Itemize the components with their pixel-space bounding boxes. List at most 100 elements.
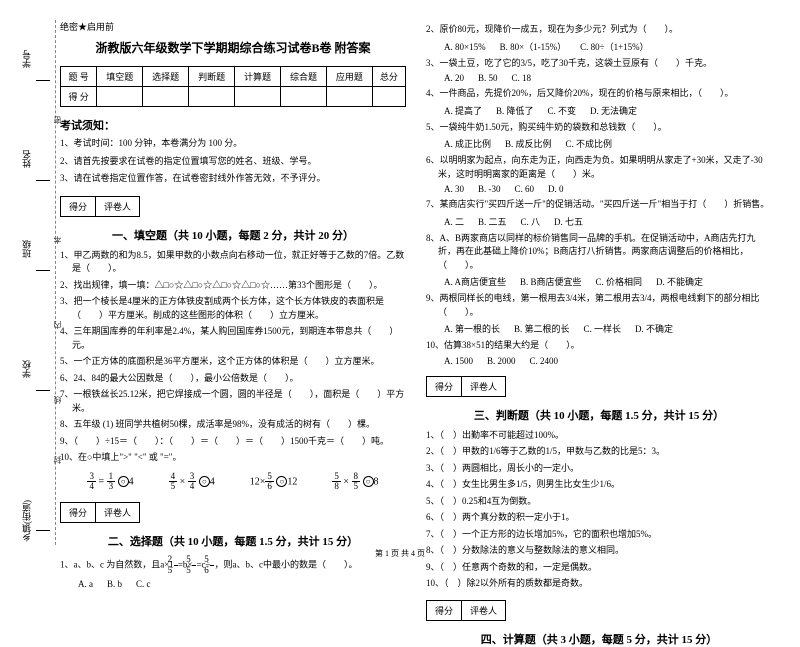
q2-8: 8、A、B两家商店以同样的标价销售同一品牌的手机。在促销活动中，A商店先打九折，… [426, 232, 772, 273]
q2-5: 5、一袋纯牛奶1.50元，购买纯牛奶的袋数和总钱数（ ）。 [426, 121, 772, 135]
opts: A. A商店便宜些B. B商店便宜些C. 价格相同D. 不能确定 [426, 275, 772, 288]
q3-3: 3、（ ）两圆相比，周长小的一定小。 [426, 462, 772, 476]
q1-8: 8、五年级 (1) 班同学共植树50棵，成活率是98%，没有成活的树有（ ）棵。 [60, 418, 406, 432]
expr: 12×56 ○12 [250, 472, 298, 493]
seal-line [36, 270, 50, 271]
seal-label-school: 学校 [20, 360, 33, 378]
score-label: 得分 [427, 377, 462, 396]
grade-box: 得分评卷人 [426, 600, 506, 621]
q3-4: 4、（ ）女生比男生多1/5，则男生比女生少1/6。 [426, 478, 772, 492]
dash-text: 本 [52, 230, 63, 244]
opts: A. 成正比例B. 成反比例C. 不成比例 [426, 137, 772, 150]
reviewer-label: 评卷人 [462, 377, 505, 396]
q3-7: 7、（ ）一个正方形的边长增加5%，它的面积也增加5%。 [426, 528, 772, 542]
section-4-heading: 四、计算题（共 3 小题，每题 5 分，共计 15 分） [426, 631, 772, 647]
opts: A. 20B. 50C. 18 [426, 73, 772, 83]
seal-label-name: 姓名 [20, 150, 33, 168]
grade-box: 得分评卷人 [60, 196, 140, 217]
reviewer-label: 评卷人 [462, 601, 505, 620]
th: 计算题 [235, 67, 281, 87]
q2-1: 1、a、b、c 为自然数，且a×125=b×55=c÷56，则a、b、c中最小的… [60, 555, 406, 576]
seal-label-class: 班级 [20, 240, 33, 258]
reviewer-label: 评卷人 [96, 503, 139, 522]
seal-label-id: 学号 [20, 50, 33, 68]
q1-9: 9、（ ）÷15＝（ ）：（ ）＝（ ）＝（ ）1500千克＝（ ）吨。 [60, 435, 406, 449]
th: 综合题 [281, 67, 327, 87]
th: 应用题 [326, 67, 372, 87]
score-label: 得分 [427, 601, 462, 620]
q1-3: 3、把一个棱长是4厘米的正方体铁皮割成两个长方体，这个长方体铁皮的表面积是（ ）… [60, 295, 406, 322]
th: 填空题 [97, 67, 143, 87]
seal-line [36, 80, 50, 81]
expr: 34 = 13 ○4 [87, 472, 133, 493]
table-row: 得 分 [61, 87, 406, 107]
q2-7: 7、某商店实行"买四斤送一斤"的促销活动。"买四斤送一斤"相当于打（ ）折销售。 [426, 198, 772, 212]
content-area: 绝密★启用前 浙教版六年级数学下学期期综合练习试卷B卷 附答案 题 号 填空题 … [60, 20, 772, 555]
q1-7: 7、一根铁丝长25.12米，把它焊接成一个圆，圆的半径是（ ），面积是（ ）平方… [60, 388, 406, 415]
dash-text: 封 [52, 450, 63, 464]
seal-label-town: 乡镇(街道) [20, 500, 33, 542]
th: 题 号 [61, 67, 97, 87]
q3-2: 2、（ ）甲数的1/6等于乙数的1/5，甲数与乙数的比是5：3。 [426, 445, 772, 459]
q3-9: 9、（ ）任意两个奇数的和，一定是偶数。 [426, 561, 772, 575]
notice-item: 2、请首先按要求在试卷的指定位置填写您的姓名、班级、学号。 [60, 155, 406, 169]
q2-9: 9、两根同样长的电线，第一根用去3/4米，第二根用去3/4，两根电线剩下的部分相… [426, 292, 772, 319]
right-column: 2、原价80元，现降价一成五，现在为多少元？列式为（ ）。 A. 80×15%B… [426, 20, 772, 555]
section-3-heading: 三、判断题（共 10 小题，每题 1.5 分，共计 15 分） [426, 407, 772, 423]
th: 总分 [372, 67, 405, 87]
td: 得 分 [61, 87, 97, 107]
confidential-mark: 绝密★启用前 [60, 20, 406, 33]
math-compare-row: 34 = 13 ○4 45 × 34 ○4 12×56 ○12 58 × 85 … [60, 468, 406, 497]
notice-item: 1、考试时间：100 分钟，本卷满分为 100 分。 [60, 137, 406, 151]
q2-4: 4、一件商品，先提价20%，后又降价20%，现在的价格与原来相比，（ ）。 [426, 87, 772, 101]
section-2-heading: 二、选择题（共 10 小题，每题 1.5 分，共计 15 分） [60, 533, 406, 549]
opts: A. 80×15%B. 80×（1-15%）C. 80÷（1+15%） [426, 40, 772, 53]
opts: A. 第一根的长B. 第二根的长C. 一样长D. 不确定 [426, 322, 772, 335]
td [326, 87, 372, 107]
td [97, 87, 143, 107]
page-footer: 第 1 页 共 4 页 [375, 548, 425, 559]
q3-5: 5、（ ）0.25和4互为倒数。 [426, 495, 772, 509]
q2-6: 6、以明明家为起点，向东走为正，向西走为负。如果明明从家走了+30米，又走了-3… [426, 154, 772, 181]
circle-icon: ○ [118, 476, 129, 487]
td [143, 87, 189, 107]
notice-heading: 考试须知： [60, 117, 406, 133]
td [372, 87, 405, 107]
dash-text: 密 [52, 110, 63, 124]
seal-line [36, 180, 50, 181]
binding-margin: 学号 姓名 班级 学校 乡镇(街道) 密 本 内 线 封 [8, 20, 56, 545]
q2-3: 3、一袋土豆，吃了它的3/5，吃了30千克，这袋土豆原有（ ）千克。 [426, 57, 772, 71]
expr: 45 × 34 ○4 [169, 472, 215, 493]
grade-box: 得分评卷人 [426, 376, 506, 397]
grade-box: 得分评卷人 [60, 502, 140, 523]
td [235, 87, 281, 107]
opts-2-1: A. aB. bC. c [60, 579, 406, 589]
q2-10: 10、估算38×51的结果大约是（ ）。 [426, 339, 772, 353]
left-column: 绝密★启用前 浙教版六年级数学下学期期综合练习试卷B卷 附答案 题 号 填空题 … [60, 20, 406, 555]
q1-10: 10、在○中填上">" "<" 或 "="。 [60, 451, 406, 465]
q3-6: 6、（ ）两个真分数的积一定小于1。 [426, 511, 772, 525]
q3-8: 8、（ ）分数除法的意义与整数除法的意义相同。 [426, 544, 772, 558]
notice-item: 3、请在试卷指定位置作答，在试卷密封线外作答无效，不予评分。 [60, 172, 406, 186]
dash-text: 内 [52, 315, 63, 329]
q1-1: 1、甲乙两数的和为8.5，如果甲数的小数点向右移动一位，就正好等于乙数的7倍。乙… [60, 249, 406, 276]
td [189, 87, 235, 107]
exam-title: 浙教版六年级数学下学期期综合练习试卷B卷 附答案 [60, 39, 406, 56]
q3-1: 1、（ ）出勤率不可能超过100%。 [426, 429, 772, 443]
score-label: 得分 [61, 197, 96, 216]
q1-4: 4、三年期国库券的年利率是2.4%，某人购回国库券1500元，到期连本带息共（ … [60, 325, 406, 352]
opts: A. 30B. -30C. 60D. 0 [426, 184, 772, 194]
q2-2: 2、原价80元，现降价一成五，现在为多少元？列式为（ ）。 [426, 23, 772, 37]
q1-2: 2、找出规律，填一填：△□○☆△□○☆△□○☆△□○☆……第33个图形是（ ）。 [60, 279, 406, 293]
table-row: 题 号 填空题 选择题 判断题 计算题 综合题 应用题 总分 [61, 67, 406, 87]
q3-10: 10、（ ）除2以外所有的质数都是奇数。 [426, 577, 772, 591]
seal-line [36, 530, 50, 531]
q1-6: 6、24、84的最大公因数是（ ），最小公倍数是（ ）。 [60, 372, 406, 386]
seal-line [36, 390, 50, 391]
opts: A. 二B. 二五C. 八D. 七五 [426, 215, 772, 228]
th: 判断题 [189, 67, 235, 87]
section-1-heading: 一、填空题（共 10 小题，每题 2 分，共计 20 分） [60, 227, 406, 243]
td [281, 87, 327, 107]
score-table: 题 号 填空题 选择题 判断题 计算题 综合题 应用题 总分 得 分 [60, 66, 406, 107]
reviewer-label: 评卷人 [96, 197, 139, 216]
